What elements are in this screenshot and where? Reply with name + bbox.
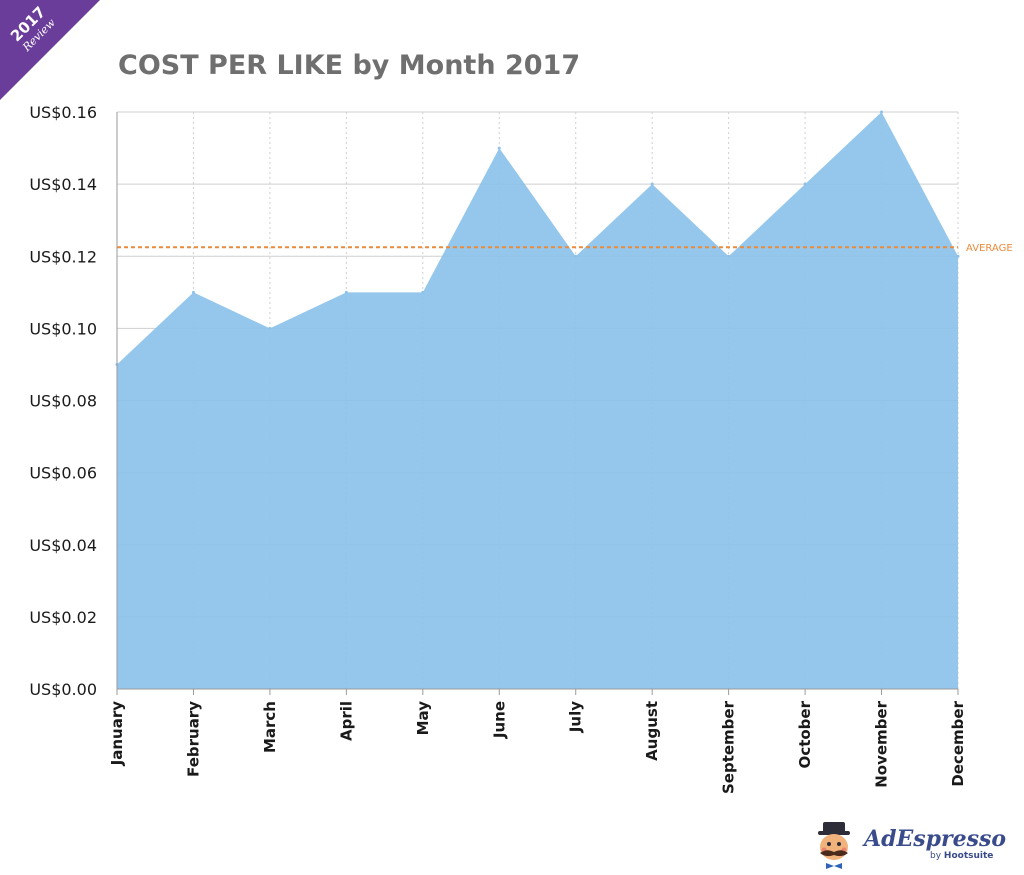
y-tick-label: US$0.08 (29, 392, 97, 411)
axis-layer (116, 112, 959, 695)
data-point (497, 146, 501, 150)
y-tick-label: US$0.10 (29, 319, 97, 338)
review-badge: 2017 Review (0, 0, 100, 100)
area-layer (115, 110, 960, 689)
x-tick-label: March (261, 701, 279, 753)
x-tick-label: April (337, 701, 355, 741)
y-tick-label: US$0.12 (29, 247, 97, 266)
data-point (956, 254, 960, 258)
x-tick-label: October (796, 700, 814, 768)
brand-parent: Hootsuite (943, 851, 994, 861)
brand-name: AdEspresso (864, 826, 1007, 852)
data-point (574, 254, 578, 258)
x-tick-label: September (720, 700, 738, 794)
y-tick-label: US$0.14 (29, 175, 97, 194)
brand-byline: by Hootsuite (930, 851, 993, 861)
y-tick-label: US$0.00 (29, 680, 97, 699)
x-tick-label: December (949, 700, 967, 786)
data-point (727, 254, 731, 258)
x-tick-label: January (108, 701, 126, 767)
chart-title: COST PER LIKE by Month 2017 (118, 50, 581, 81)
y-tick-label: US$0.04 (29, 536, 97, 555)
x-tick-label: November (873, 700, 891, 787)
mascot-icon (818, 822, 850, 869)
y-tick-label: US$0.02 (29, 608, 97, 627)
data-point (650, 182, 654, 186)
average-label: AVERAGE (966, 243, 1013, 254)
data-point (344, 290, 348, 294)
x-tick-label: February (184, 701, 202, 777)
x-tick-label: July (567, 701, 585, 733)
y-tick-label: US$0.16 (29, 103, 97, 122)
data-point (268, 326, 272, 330)
adespresso-logo: AdEspresso by Hootsuite (812, 820, 1012, 870)
data-point (880, 110, 884, 114)
brand-by: by (930, 851, 942, 861)
badge-ribbon (0, 0, 100, 100)
x-tick-label: June (490, 701, 508, 739)
data-point (803, 182, 807, 186)
y-tick-label: US$0.06 (29, 464, 97, 483)
label-layer: US$0.00 US$0.02 US$0.04 US$0.06 US$0.08 US$0.… (29, 103, 1012, 794)
x-tick-label: August (643, 701, 661, 761)
x-tick-label: May (414, 701, 432, 736)
cost-per-like-area (117, 112, 958, 689)
data-point (421, 290, 425, 294)
data-point (191, 290, 195, 294)
